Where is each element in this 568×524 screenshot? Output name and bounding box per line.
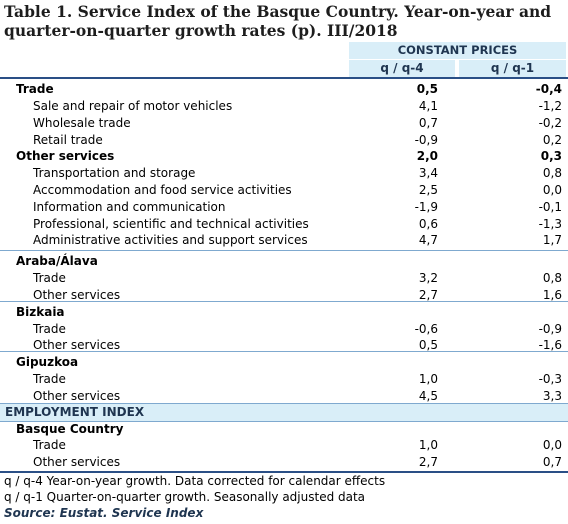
group-row: Basque Country xyxy=(0,421,568,437)
table-row: Other services 4,5 3,3 xyxy=(0,388,568,404)
table-row: Transportation and storage 3,4 0,8 xyxy=(0,165,568,181)
yoy-value: 0,5 xyxy=(416,82,438,96)
qoq-value: -1,6 xyxy=(538,338,562,352)
row-label: Trade xyxy=(33,322,66,336)
header-rule xyxy=(0,77,568,79)
yoy-value: -1,9 xyxy=(414,200,438,214)
row-label: Administrative activities and support se… xyxy=(33,233,308,247)
constant-prices-label: CONSTANT PRICES xyxy=(397,43,518,57)
table-row: Trade 1,0 -0,3 xyxy=(0,371,568,387)
column-header-yoy: q / q-4 xyxy=(349,60,455,77)
row-label: Other services xyxy=(33,389,121,403)
yoy-value: 0,7 xyxy=(418,116,438,130)
table-row: Trade -0,6 -0,9 xyxy=(0,321,568,337)
qoq-value: 0,0 xyxy=(542,438,562,452)
qoq-value: 0,2 xyxy=(542,133,562,147)
group-row: Bizkaia xyxy=(0,304,568,320)
yoy-value: -0,6 xyxy=(414,322,438,336)
row-label: Bizkaia xyxy=(16,305,65,319)
table-row: Other services 0,5 -1,6 xyxy=(0,337,568,353)
row-label: Other services xyxy=(33,455,121,469)
row-label: Transportation and storage xyxy=(33,166,196,180)
qoq-value: -0,1 xyxy=(538,200,562,214)
table-row: Retail trade -0,9 0,2 xyxy=(0,132,568,148)
qoq-value: 0,8 xyxy=(542,166,562,180)
group-row: Araba/Álava xyxy=(0,253,568,269)
qoq-value: -0,4 xyxy=(535,82,562,96)
yoy-value: 2,0 xyxy=(416,149,438,163)
row-label: Trade xyxy=(16,82,54,96)
row-label: Basque Country xyxy=(16,422,124,436)
row-label: Retail trade xyxy=(33,133,103,147)
yoy-value: 1,0 xyxy=(418,438,438,452)
qoq-value: 0,3 xyxy=(540,149,562,163)
row-label: Other services xyxy=(16,149,115,163)
qoq-value: -1,3 xyxy=(538,217,562,231)
row-label: Trade xyxy=(33,372,66,386)
employment-index-band: EMPLOYMENT INDEX xyxy=(0,403,568,422)
qoq-value: 1,6 xyxy=(542,288,562,302)
note-qoq: q / q-1 Quarter-on-quarter growth. Seaso… xyxy=(4,490,366,504)
yoy-value: -0,9 xyxy=(414,133,438,147)
table-row: Accommodation and food service activitie… xyxy=(0,182,568,198)
qoq-value: -1,2 xyxy=(538,99,562,113)
yoy-value: 4,5 xyxy=(418,389,438,403)
row-label: Gipuzkoa xyxy=(16,355,79,369)
row-label: Other services xyxy=(33,338,121,352)
group-row: Other services 2,0 0,3 xyxy=(0,148,568,164)
group-row: Trade 0,5 -0,4 xyxy=(0,81,568,97)
table-row: Sale and repair of motor vehicles 4,1 -1,2 xyxy=(0,98,568,114)
qoq-value: 0,0 xyxy=(542,183,562,197)
yoy-value: 0,5 xyxy=(418,338,438,352)
yoy-value: 1,0 xyxy=(418,372,438,386)
table-row: Administrative activities and support se… xyxy=(0,232,568,248)
section-divider xyxy=(0,301,568,302)
section-divider xyxy=(0,250,568,251)
table-title: Table 1. Service Index of the Basque Cou… xyxy=(4,2,552,40)
table-row: Trade 3,2 0,8 xyxy=(0,270,568,286)
qoq-value: 0,8 xyxy=(542,271,562,285)
column-header-qoq: q / q-1 xyxy=(459,60,566,77)
yoy-value: 2,5 xyxy=(418,183,438,197)
table-row: Wholesale trade 0,7 -0,2 xyxy=(0,115,568,131)
yoy-value: 3,2 xyxy=(418,271,438,285)
qoq-value: -0,2 xyxy=(538,116,562,130)
row-label: Professional, scientific and technical a… xyxy=(33,217,309,231)
note-yoy: q / q-4 Year-on-year growth. Data correc… xyxy=(4,474,386,488)
yoy-value: 2,7 xyxy=(418,455,438,469)
qoq-value: 1,7 xyxy=(542,233,562,247)
row-label: Sale and repair of motor vehicles xyxy=(33,99,233,113)
table-row: Other services 2,7 0,7 xyxy=(0,454,568,470)
table-row: Trade 1,0 0,0 xyxy=(0,437,568,453)
yoy-value: 0,6 xyxy=(418,217,438,231)
row-label: Wholesale trade xyxy=(33,116,131,130)
table-row: Information and communication -1,9 -0,1 xyxy=(0,199,568,215)
employment-index-heading: EMPLOYMENT INDEX xyxy=(5,405,145,419)
row-label: Araba/Álava xyxy=(16,254,98,268)
qoq-value: -0,9 xyxy=(538,322,562,336)
table-row: Professional, scientific and technical a… xyxy=(0,216,568,232)
yoy-value: 3,4 xyxy=(418,166,438,180)
group-row: Gipuzkoa xyxy=(0,354,568,370)
row-label: Trade xyxy=(33,438,66,452)
row-label: Trade xyxy=(33,271,66,285)
qoq-value: 0,7 xyxy=(542,455,562,469)
constant-prices-header: CONSTANT PRICES xyxy=(349,42,566,60)
row-label: Accommodation and food service activitie… xyxy=(33,183,292,197)
row-label: Other services xyxy=(33,288,121,302)
source-note: Source: Eustat. Service Index xyxy=(4,506,204,520)
row-label: Information and communication xyxy=(33,200,226,214)
yoy-value: 2,7 xyxy=(418,288,438,302)
qoq-value: -0,3 xyxy=(538,372,562,386)
yoy-value: 4,7 xyxy=(418,233,438,247)
footer-rule xyxy=(0,471,568,473)
yoy-value: 4,1 xyxy=(418,99,438,113)
section-divider xyxy=(0,351,568,352)
table-row: Other services 2,7 1,6 xyxy=(0,287,568,303)
qoq-value: 3,3 xyxy=(542,389,562,403)
